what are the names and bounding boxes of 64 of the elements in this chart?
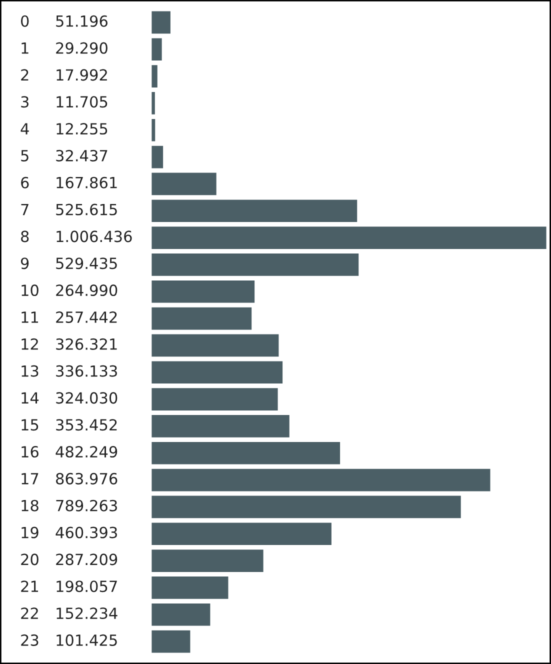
data-label: 29.290 [56, 42, 108, 54]
data-label: 482.249 [56, 446, 118, 458]
y-tick-label: 11 [22, 312, 38, 323]
bar [151, 440, 342, 466]
y-tick-label: 8 [21, 230, 29, 242]
y-tick-label: 7 [21, 204, 28, 216]
bar [151, 332, 280, 358]
data-label: 324.030 [56, 392, 118, 404]
data-label: 11.705 [56, 96, 108, 108]
y-tick-label: 18 [22, 500, 38, 512]
bar [151, 629, 192, 654]
data-label: 789.263 [56, 500, 117, 512]
bar [151, 144, 164, 170]
y-tick-label: 22 [21, 608, 38, 619]
bar [151, 306, 253, 332]
data-label: 198.057 [56, 580, 117, 592]
bar [151, 279, 256, 304]
bar [151, 10, 172, 35]
y-tick-label: 1 [22, 42, 28, 54]
bar [151, 360, 284, 385]
bar [151, 468, 492, 493]
y-tick-label: 5 [21, 150, 28, 162]
y-tick-label: 0 [21, 15, 29, 27]
y-tick-label: 19 [22, 526, 38, 538]
data-label: 287.209 [56, 554, 118, 566]
bar [151, 521, 333, 546]
y-tick-label: 10 [22, 284, 38, 296]
y-tick-label: 2 [21, 69, 28, 81]
data-label: 353.452 [56, 419, 117, 431]
bar [151, 494, 462, 520]
y-tick-label: 3 [21, 96, 28, 108]
data-label: 529.435 [56, 258, 117, 270]
y-tick-label: 14 [22, 392, 39, 404]
data-label: 257.442 [56, 311, 117, 323]
data-label: 1.006.436 [56, 230, 132, 242]
data-label: 525.615 [56, 204, 117, 216]
y-tick-label: 12 [22, 338, 38, 350]
bar [151, 171, 218, 196]
data-label: 12.255 [56, 123, 108, 135]
data-label: 264.990 [56, 284, 118, 296]
y-tick-label: 17 [22, 473, 38, 484]
data-label: 32.437 [56, 150, 108, 162]
data-label: 460.393 [56, 526, 117, 538]
bar [151, 198, 359, 224]
y-tick-label: 6 [21, 176, 29, 188]
y-tick-label: 16 [22, 446, 38, 458]
data-label: 51.196 [56, 15, 108, 27]
y-tick-label: 23 [21, 634, 38, 646]
data-label: 167.861 [56, 176, 117, 188]
bar [151, 602, 212, 628]
data-label: 101.425 [56, 634, 117, 646]
y-tick-label: 20 [21, 554, 38, 566]
data-label: 863.976 [56, 472, 118, 484]
y-tick-label: 15 [22, 419, 38, 431]
y-tick-label: 4 [20, 123, 29, 134]
y-tick-label: 9 [20, 258, 29, 270]
data-label: 152.234 [56, 608, 118, 620]
data-label: 336.133 [56, 365, 117, 377]
bar [151, 118, 157, 143]
bar [151, 36, 164, 62]
data-label: 17.992 [56, 69, 107, 81]
y-tick-label: 21 [21, 580, 38, 592]
data-label: 326.321 [56, 338, 117, 350]
y-tick-label: 13 [22, 365, 38, 377]
